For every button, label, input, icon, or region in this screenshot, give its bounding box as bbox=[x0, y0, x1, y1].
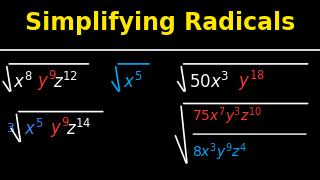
Text: Simplifying Radicals: Simplifying Radicals bbox=[25, 11, 295, 35]
Text: $50x^{3}$: $50x^{3}$ bbox=[189, 72, 229, 92]
Text: $z^{12}$: $z^{12}$ bbox=[53, 72, 78, 92]
Text: $x^{8}$: $x^{8}$ bbox=[13, 72, 32, 92]
Text: $y^{18}$: $y^{18}$ bbox=[238, 69, 265, 93]
Text: $75x^{7}y^{3}z^{10}$: $75x^{7}y^{3}z^{10}$ bbox=[192, 105, 262, 127]
Text: $3$: $3$ bbox=[6, 122, 15, 135]
Text: $z^{14}$: $z^{14}$ bbox=[66, 119, 91, 139]
Text: $y^{9}$: $y^{9}$ bbox=[37, 69, 57, 93]
Text: $x^{5}$: $x^{5}$ bbox=[24, 119, 44, 139]
Text: $8x^{3}y^{9}z^{4}$: $8x^{3}y^{9}z^{4}$ bbox=[192, 141, 247, 163]
Text: $y^{9}$: $y^{9}$ bbox=[50, 116, 69, 140]
Text: $x^{5}$: $x^{5}$ bbox=[123, 72, 143, 92]
